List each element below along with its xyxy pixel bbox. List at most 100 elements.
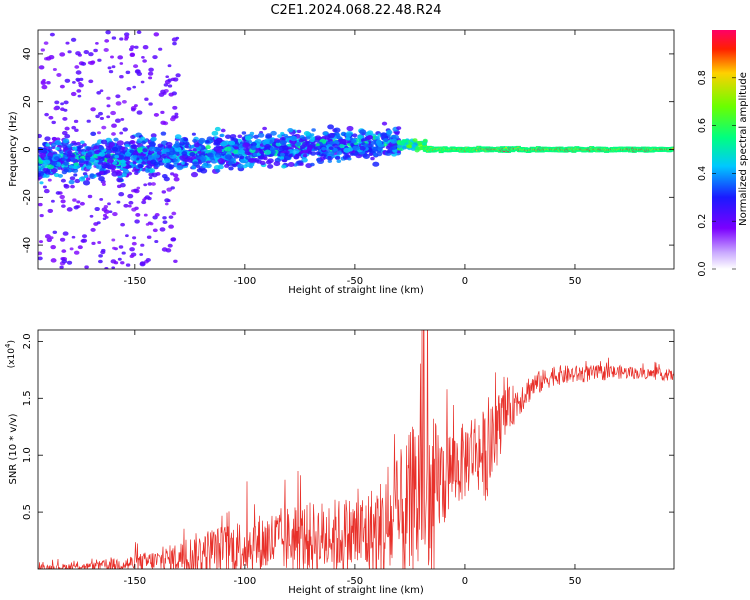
spectrogram-point	[278, 145, 286, 152]
spectrogram-point	[144, 169, 151, 173]
spectrogram-point	[380, 132, 388, 138]
spectrogram-point	[78, 176, 86, 182]
spectrogram-point	[168, 92, 174, 97]
spectrogram-point	[390, 138, 398, 144]
spectrogram-point	[303, 130, 311, 136]
x-tick-label: -50	[347, 276, 363, 287]
spectrogram-point	[76, 89, 82, 93]
spectrogram-point	[252, 152, 259, 157]
spectrogram-point	[115, 101, 122, 106]
spectrogram-point	[70, 91, 77, 97]
spectrogram-point	[267, 164, 274, 169]
spectrogram-point	[149, 222, 154, 226]
spectrogram-point	[134, 45, 139, 49]
spectrogram-point	[59, 237, 66, 242]
spectrogram-point	[134, 219, 140, 224]
spectrogram-point	[213, 139, 220, 145]
colorbar-gradient	[712, 30, 736, 269]
spectrogram-point	[125, 263, 131, 267]
spectrogram-point	[321, 146, 327, 151]
spectrogram-point	[90, 131, 97, 136]
spectrogram-point	[100, 250, 106, 255]
spectrogram-point	[239, 155, 245, 160]
spectrogram-point	[50, 244, 57, 250]
spectrogram-point	[52, 230, 58, 235]
spectrogram-point	[140, 136, 146, 141]
colorbar-ticks: 0.0 0.2 0.4 0.6 0.8	[697, 70, 736, 277]
spectrogram-point	[355, 138, 362, 143]
spectrogram-point	[218, 145, 224, 150]
spectrogram-point	[211, 130, 219, 136]
spectrogram-point	[84, 265, 89, 269]
spectrogram-point	[147, 182, 153, 186]
spectrogram-point	[62, 154, 67, 158]
spectrogram-point	[74, 178, 81, 184]
spectrogram-point	[53, 106, 59, 111]
spectrogram-point	[69, 247, 74, 251]
spectrogram-point	[154, 239, 159, 244]
spectrogram-point	[412, 138, 418, 142]
snr-y-multiplier: (x104)	[4, 340, 17, 368]
spectrogram-point	[57, 173, 63, 178]
spectrogram-point	[219, 133, 225, 138]
spectrogram-point	[98, 176, 105, 182]
spectrogram-point	[147, 154, 155, 160]
spectrogram-point	[287, 127, 294, 133]
spectrogram-point	[98, 111, 103, 116]
spectrogram-point	[163, 148, 170, 154]
spectrogram-point	[288, 154, 293, 158]
spectrogram-point	[287, 162, 295, 167]
spectrogram-point	[396, 141, 402, 145]
spectrogram-point	[79, 201, 85, 206]
spectrogram-point	[50, 199, 55, 203]
spectrogram-point	[262, 126, 268, 131]
spectrogram-point	[130, 107, 136, 112]
spectrogram-point	[173, 177, 180, 182]
spectrogram-point	[109, 165, 117, 171]
spectrogram-point	[62, 138, 70, 144]
spectrogram-panel: -150 -100 -50 0 50 -40 -20 0 20 40 Height of stra…	[8, 29, 675, 296]
spectrogram-point	[295, 141, 302, 147]
spectrogram-point	[61, 259, 68, 264]
spectrogram-point	[78, 81, 82, 85]
spectrogram-point	[111, 146, 119, 152]
spectrogram-point	[43, 159, 51, 165]
spectrogram-point	[38, 251, 43, 256]
spectrogram-x-label: Height of straight line (km)	[288, 285, 424, 296]
colorbar-tick-label: 0.2	[697, 214, 708, 229]
spectrogram-point	[363, 143, 369, 148]
snr-panel: -150 -100 -50 0 50 0.5 1.0 1.5 2.0 Height of str…	[4, 329, 675, 596]
spectrogram-point	[190, 144, 196, 149]
spectrogram-point	[124, 156, 131, 162]
spectrogram-point	[230, 137, 235, 141]
x-tick-label: 0	[462, 576, 468, 587]
spectrogram-point	[72, 80, 76, 84]
spectrogram-point	[119, 74, 124, 79]
spectrogram-point	[112, 246, 116, 250]
spectrogram-point	[103, 48, 109, 52]
spectrogram-point	[71, 125, 77, 130]
spectrogram-point	[215, 168, 221, 173]
spectrogram-point	[231, 157, 236, 162]
spectrogram-point	[66, 207, 73, 212]
spectrogram-point	[51, 120, 56, 125]
spectrogram-point	[183, 137, 188, 142]
spectrogram-point	[44, 234, 51, 239]
spectrogram-point	[94, 159, 99, 163]
spectrogram-point	[200, 156, 207, 161]
spectrogram-point	[156, 151, 162, 155]
spectrogram-point	[50, 161, 58, 166]
spectrogram-point	[173, 115, 179, 119]
spectrogram-point	[148, 67, 154, 72]
spectrogram-point	[396, 126, 402, 131]
spectrogram-point	[67, 150, 73, 155]
spectrogram-point	[69, 176, 76, 181]
spectrogram-point	[81, 234, 88, 238]
spectrogram-point	[214, 126, 221, 132]
spectrogram-point	[167, 144, 172, 149]
spectrogram-point	[150, 136, 157, 142]
spectrogram-point	[97, 58, 102, 62]
spectrogram-point	[111, 65, 116, 69]
spectrogram-point	[165, 248, 172, 253]
spectrogram-point	[45, 143, 50, 147]
